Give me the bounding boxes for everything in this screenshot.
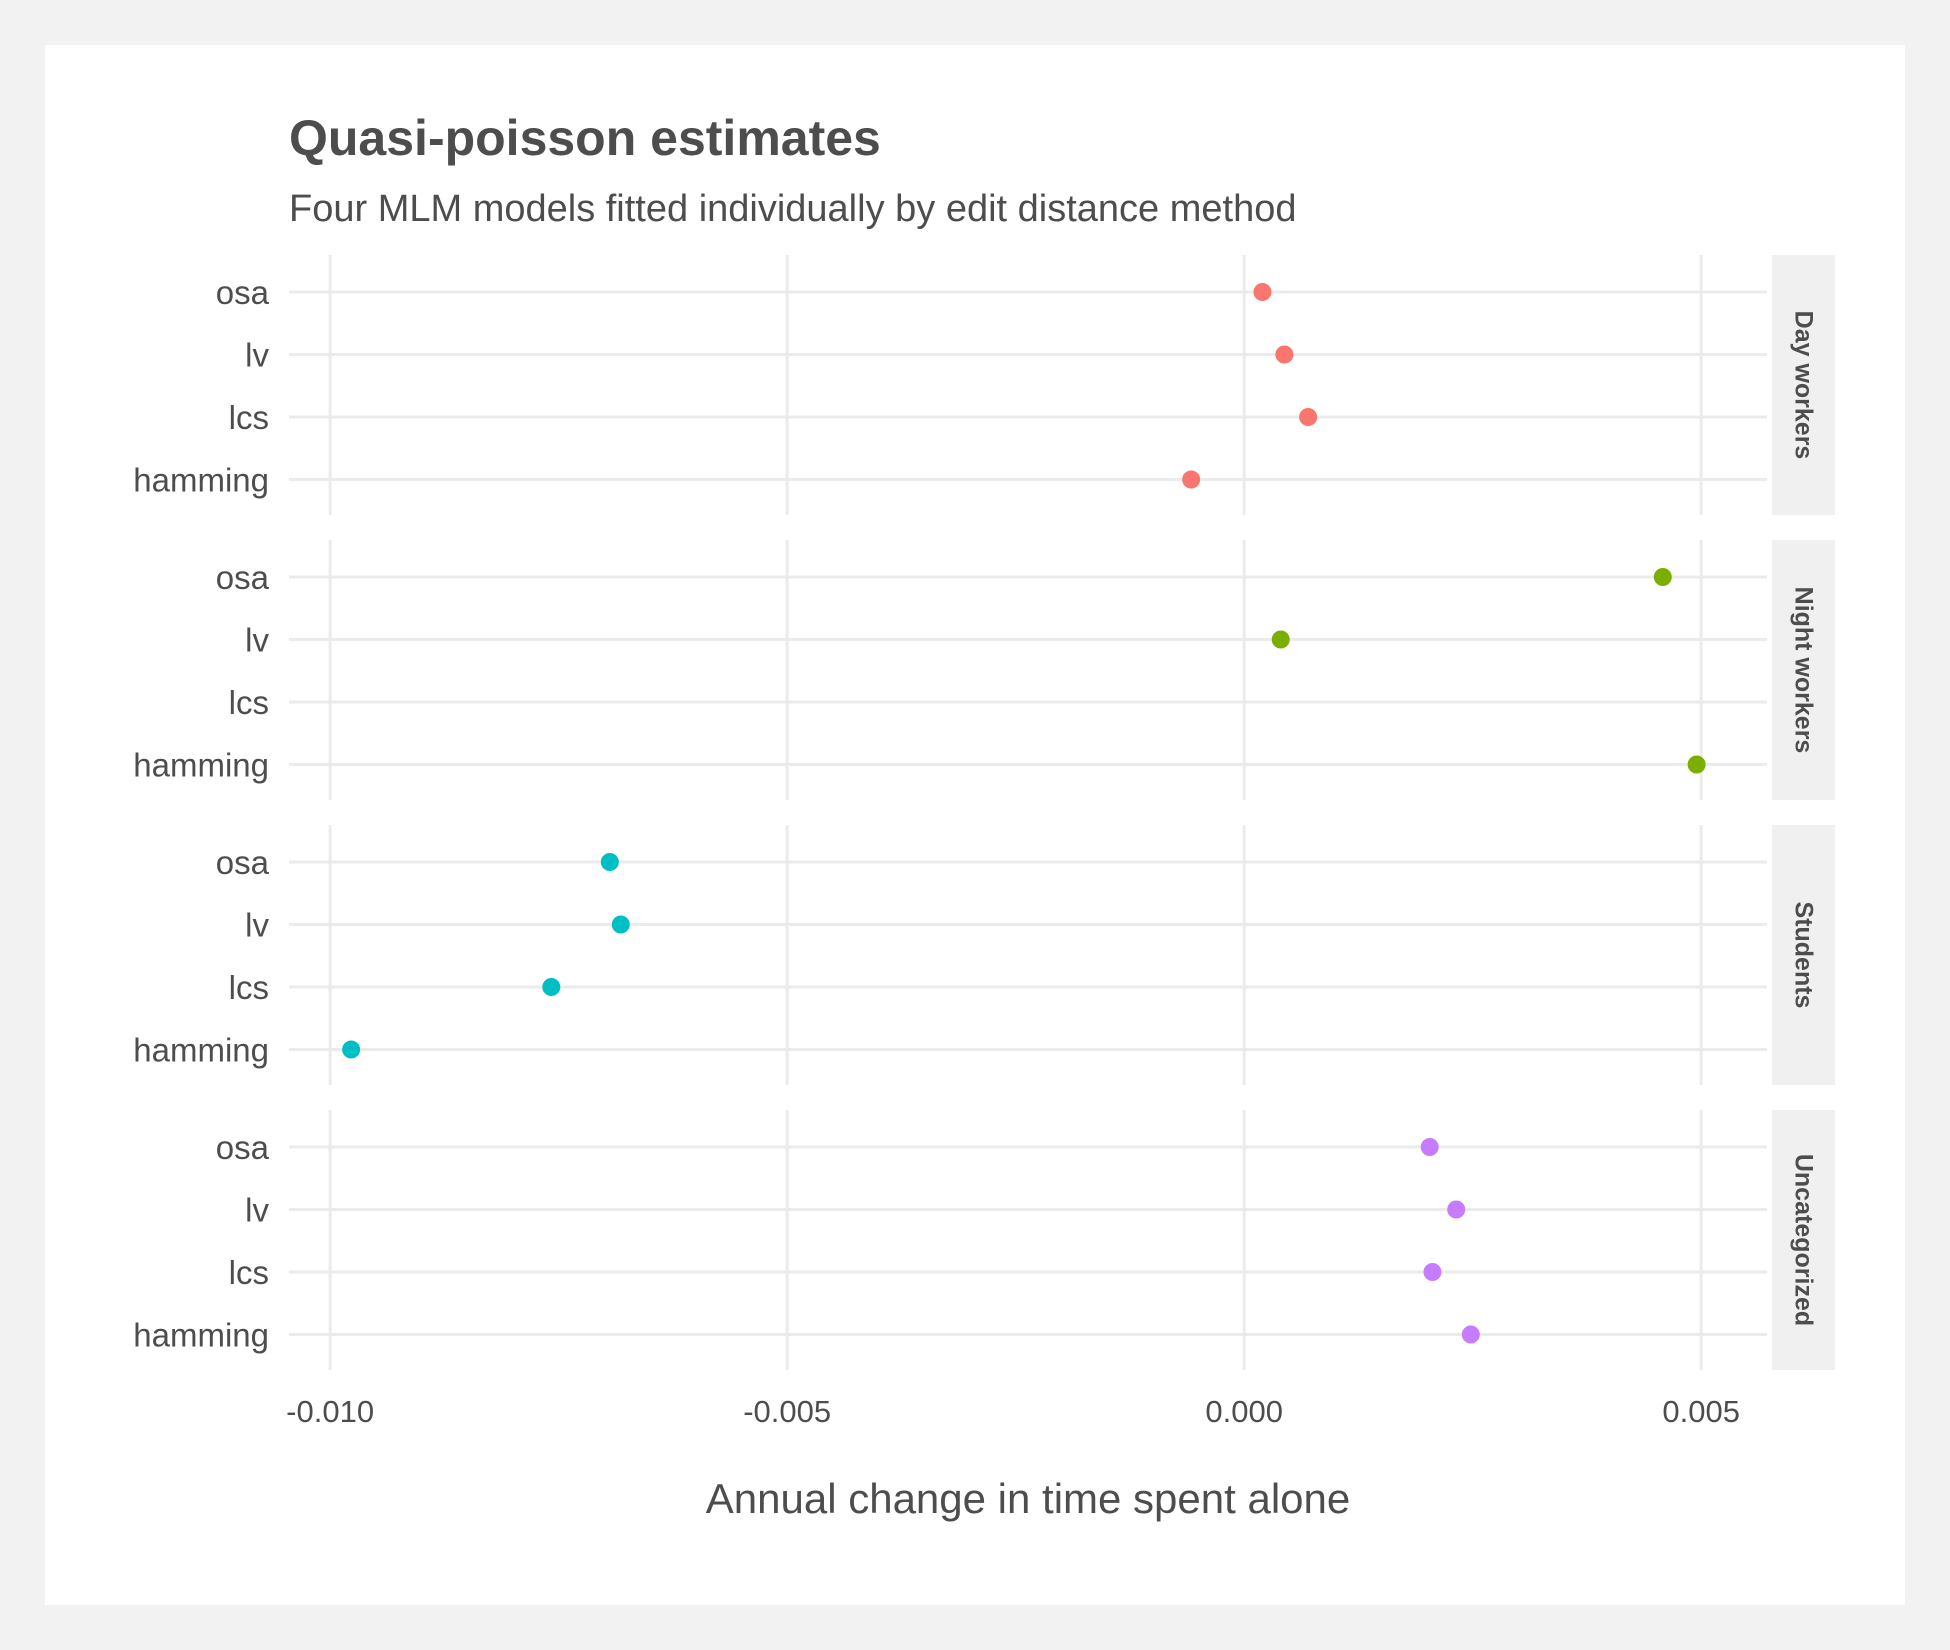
- y-tick-label: lcs: [229, 1254, 269, 1291]
- y-tick-label: osa: [216, 1129, 270, 1166]
- facet-strip-label: Day workers: [1790, 311, 1818, 460]
- facet-panel: osa lv lcs hamming Uncategorized: [133, 1110, 1835, 1370]
- data-point: [611, 915, 630, 934]
- facet-strip-label: Students: [1790, 902, 1818, 1009]
- y-tick-label: lcs: [229, 399, 269, 436]
- data-point: [1653, 568, 1672, 586]
- facet-panel: osa lv lcs hamming Day workers: [133, 255, 1835, 515]
- chart-subtitle: Four MLM models fitted individually by e…: [289, 188, 1296, 230]
- data-point: [1423, 1263, 1442, 1281]
- facet-panel: osa lv lcs hamming Students: [133, 825, 1835, 1085]
- y-tick-label: osa: [216, 274, 270, 311]
- chart-card: Quasi-poisson estimates Four MLM models …: [45, 45, 1905, 1605]
- data-point: [1420, 1138, 1439, 1156]
- data-point: [1271, 630, 1290, 649]
- facet-panels: osa lv lcs hamming Day workers osa lv lcs hammin…: [133, 255, 1835, 1370]
- y-tick-label: lcs: [229, 684, 269, 721]
- x-tick-label: 0.005: [1662, 1394, 1740, 1429]
- data-point: [1461, 1325, 1480, 1344]
- data-point: [1447, 1200, 1466, 1219]
- y-tick-label: lv: [245, 337, 269, 374]
- data-point: [342, 1040, 361, 1059]
- data-point: [1275, 345, 1294, 364]
- chart: Quasi-poisson estimates Four MLM models …: [133, 110, 1835, 1522]
- data-point: [1687, 755, 1706, 774]
- data-point: [542, 978, 561, 996]
- y-tick-label: hamming: [133, 1317, 269, 1354]
- x-axis: -0.010 -0.005 0.000 0.005: [286, 1394, 1740, 1429]
- data-point: [1253, 283, 1272, 301]
- y-tick-label: hamming: [133, 462, 269, 499]
- x-axis-label: Annual change in time spent alone: [706, 1475, 1350, 1522]
- facet-strip-label: Night workers: [1790, 587, 1818, 754]
- chart-title: Quasi-poisson estimates: [289, 110, 881, 166]
- facet-strip: [1772, 825, 1835, 1085]
- facet-strip: [1772, 255, 1835, 515]
- x-tick-label: -0.010: [286, 1394, 374, 1429]
- facet-strip-label: Uncategorized: [1790, 1154, 1818, 1326]
- y-tick-label: hamming: [133, 747, 269, 784]
- y-tick-label: osa: [216, 844, 270, 881]
- y-tick-label: lv: [245, 907, 269, 944]
- facet-strip: [1772, 1110, 1835, 1370]
- y-tick-label: lcs: [229, 969, 269, 1006]
- y-tick-label: lv: [245, 1192, 269, 1229]
- y-tick-label: hamming: [133, 1032, 269, 1069]
- facet-panel: osa lv lcs hamming Night workers: [133, 540, 1835, 800]
- facet-strip: [1772, 540, 1835, 800]
- data-point: [1299, 408, 1318, 426]
- y-tick-label: lv: [245, 622, 269, 659]
- x-tick-label: -0.005: [743, 1394, 831, 1429]
- data-point: [600, 853, 619, 871]
- y-tick-label: osa: [216, 559, 270, 596]
- x-tick-label: 0.000: [1205, 1394, 1283, 1429]
- data-point: [1182, 470, 1201, 489]
